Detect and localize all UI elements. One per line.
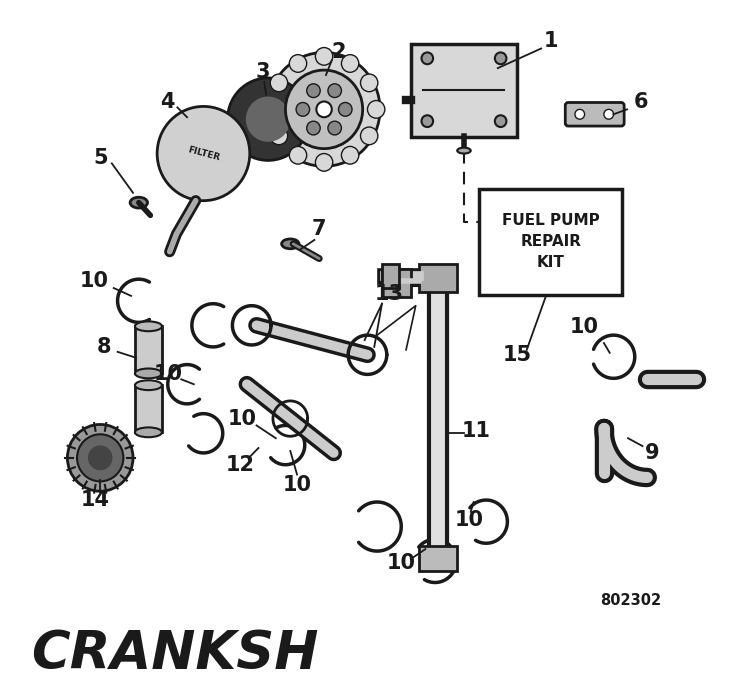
Circle shape [341, 55, 358, 72]
Circle shape [307, 121, 320, 135]
Ellipse shape [458, 147, 471, 154]
Text: 10: 10 [454, 510, 483, 530]
Ellipse shape [130, 197, 148, 208]
Text: 802302: 802302 [600, 593, 662, 608]
Text: CRANKSH: CRANKSH [31, 628, 318, 680]
Circle shape [422, 115, 433, 127]
Text: 7: 7 [312, 219, 326, 239]
Circle shape [286, 70, 363, 149]
Text: 15: 15 [503, 345, 532, 365]
Text: FILTER: FILTER [186, 145, 220, 162]
Circle shape [361, 74, 378, 92]
Circle shape [316, 154, 333, 172]
Ellipse shape [135, 380, 162, 390]
Text: 11: 11 [462, 421, 491, 441]
Circle shape [290, 146, 307, 164]
Circle shape [361, 127, 378, 145]
Circle shape [495, 115, 506, 127]
Circle shape [247, 97, 290, 141]
Circle shape [316, 102, 332, 117]
Circle shape [77, 434, 123, 482]
Text: 12: 12 [226, 455, 254, 475]
Circle shape [328, 121, 341, 135]
Circle shape [227, 78, 309, 161]
Circle shape [270, 127, 288, 145]
Circle shape [307, 84, 320, 97]
Circle shape [68, 425, 133, 491]
Text: 10: 10 [570, 318, 599, 338]
Text: 2: 2 [332, 43, 346, 62]
Ellipse shape [281, 239, 299, 249]
Circle shape [296, 102, 310, 116]
Circle shape [88, 446, 112, 470]
Circle shape [604, 109, 613, 119]
Text: 10: 10 [387, 553, 416, 573]
Circle shape [270, 74, 288, 92]
Circle shape [368, 101, 385, 118]
Bar [135, 386, 162, 432]
Circle shape [495, 52, 506, 64]
Text: 14: 14 [81, 490, 110, 510]
Bar [479, 189, 622, 295]
Text: 10: 10 [153, 364, 182, 384]
Text: 8: 8 [97, 337, 111, 357]
Text: 6: 6 [633, 91, 648, 112]
Bar [135, 327, 162, 373]
Bar [419, 265, 458, 292]
Text: 10: 10 [283, 475, 311, 495]
Ellipse shape [135, 368, 162, 379]
Bar [382, 270, 411, 297]
Bar [382, 265, 399, 288]
Circle shape [338, 102, 352, 116]
Circle shape [422, 52, 433, 64]
Circle shape [268, 52, 380, 166]
Circle shape [316, 47, 333, 65]
Circle shape [328, 84, 341, 97]
Ellipse shape [135, 322, 162, 331]
Circle shape [575, 109, 584, 119]
Text: FUEL PUMP
REPAIR
KIT: FUEL PUMP REPAIR KIT [502, 213, 600, 270]
Bar [411, 44, 517, 137]
Ellipse shape [135, 427, 162, 437]
Text: 4: 4 [160, 91, 175, 112]
Bar [419, 546, 458, 571]
Text: 10: 10 [227, 409, 256, 429]
Text: 9: 9 [645, 443, 659, 463]
FancyBboxPatch shape [566, 102, 624, 126]
Text: 3: 3 [256, 62, 271, 82]
Text: 1: 1 [544, 31, 558, 51]
Circle shape [158, 106, 250, 201]
Circle shape [341, 146, 358, 164]
Text: 13: 13 [375, 284, 404, 304]
Text: 10: 10 [80, 271, 109, 291]
Circle shape [290, 55, 307, 72]
Circle shape [263, 101, 280, 118]
Text: 5: 5 [93, 148, 107, 169]
